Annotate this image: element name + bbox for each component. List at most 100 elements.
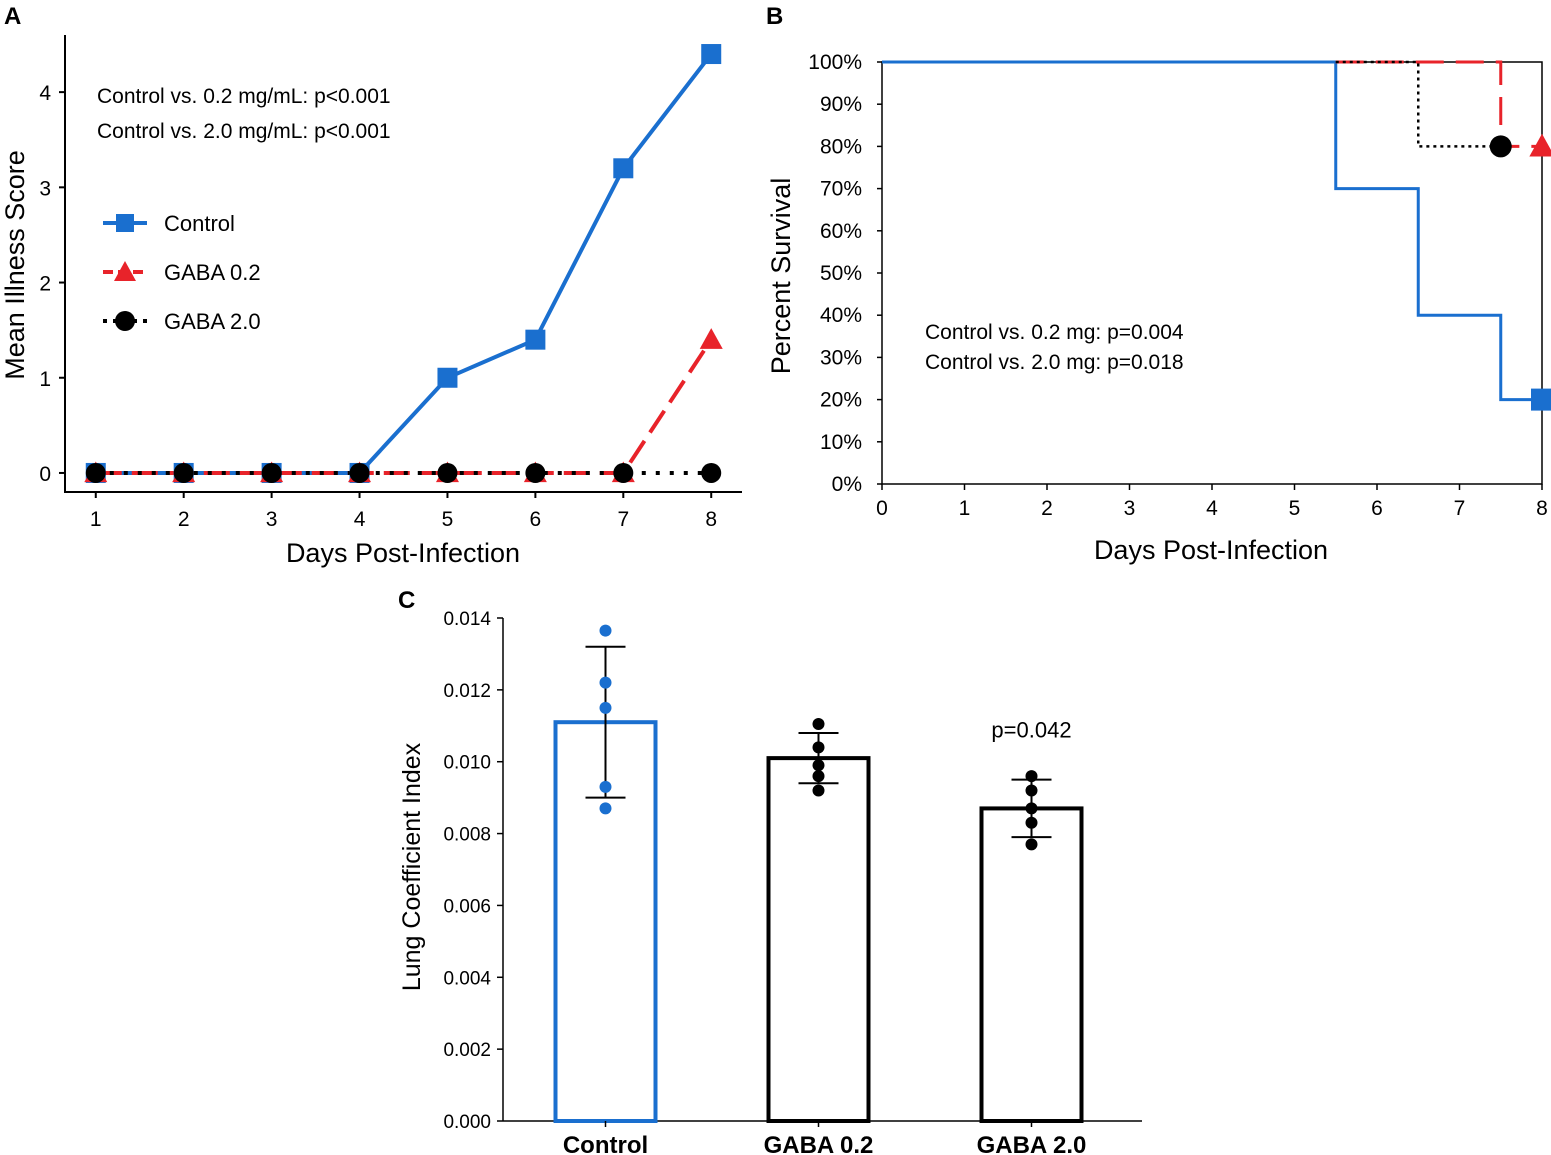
panel-a-x-tick-label: 2: [178, 508, 190, 531]
panel-a-point-control: [701, 44, 722, 65]
panel-b-plot-frame: [881, 61, 1543, 485]
panel-a-x-tick-label: 3: [266, 508, 278, 531]
panel-b-y-tick-label: 100%: [808, 51, 862, 74]
panel-c-bar-gaba-0-2: [766, 756, 871, 1123]
panel-c-p-value-annotation: p=0.042: [991, 718, 1071, 743]
panel-b-annotation-1: Control vs. 0.2 mg: p=0.004: [925, 321, 1184, 344]
panel-b-x-tick-label: 1: [959, 497, 971, 520]
panel-b-x-tick-label: 3: [1124, 497, 1136, 520]
panel-c-y-axis-title: Lung Coefficient Index: [398, 742, 426, 991]
legend-gaba20-label: GABA 2.0: [164, 309, 261, 334]
panel-b-x-tick-label: 8: [1536, 497, 1548, 520]
panel-a-x-axis-title: Days Post-Infection: [286, 538, 520, 568]
panel-a-point-gaba-0-2: [699, 328, 723, 349]
panel-c-data-point-control: [599, 780, 612, 793]
panel-c-data-point-gaba-2-0: [1025, 816, 1038, 829]
legend-control-label: Control: [164, 211, 235, 236]
legend-control-marker: [116, 214, 134, 232]
panel-c-data-point-gaba-2-0: [1025, 770, 1038, 783]
panel-a-y-tick-label: 3: [39, 177, 51, 200]
panel-b-y-tick-label: 10%: [820, 431, 862, 454]
panel-b-y-tick-label: 30%: [820, 346, 862, 369]
panel-b-y-tick-label: 0%: [832, 473, 862, 496]
panel-b-annotation-2: Control vs. 2.0 mg: p=0.018: [925, 351, 1184, 374]
panel-c-data-point-gaba-0-2: [812, 717, 825, 730]
panel-b-survival-chart: 0% 10% 20% 30% 40% 50% 60% 70% 80% 90% 100% 0 1 2 3 4 5…: [766, 51, 1551, 565]
panel-c-category-label-gaba-2-0: GABA 2.0: [977, 1132, 1087, 1155]
panel-b-series-line-control: [882, 60, 1542, 402]
panel-b-end-marker-gaba-2-0: [1489, 135, 1512, 158]
panel-a-point-gaba-2-0: [261, 462, 282, 483]
panel-b-y-tick-label: 70%: [820, 178, 862, 201]
panel-c-y-tick-label: 0.000: [443, 1112, 491, 1133]
panel-a-series-line-gaba-0-2: [95, 338, 713, 475]
panel-a-point-control: [613, 158, 634, 179]
legend-gaba20-marker: [115, 311, 135, 331]
legend-gaba02-marker: [114, 261, 136, 281]
panel-a-y-tick-label: 2: [39, 273, 51, 296]
panel-c-y-tick-label: 0.004: [443, 968, 491, 989]
panel-c-data-point-control: [599, 701, 612, 714]
panel-a-y-tick-label: 4: [39, 82, 51, 105]
panel-a-point-gaba-2-0: [349, 462, 370, 483]
panel-a-y-tick-label: 0: [39, 463, 51, 486]
panel-b-x-tick-label: 7: [1454, 497, 1466, 520]
panel-a-series-line-control: [95, 52, 713, 475]
panel-c-data-point-gaba-2-0: [1025, 838, 1038, 851]
panel-c-data-point-control: [599, 802, 612, 815]
panel-b-y-tick-label: 60%: [820, 220, 862, 243]
panel-a-y-axis-title: Mean Illness Score: [0, 150, 30, 380]
panel-a-letter: A: [4, 3, 21, 30]
panel-b-x-tick-label: 5: [1289, 497, 1301, 520]
panel-a-x-tick-label: 6: [530, 508, 542, 531]
panel-c-y-tick-label: 0.002: [443, 1040, 491, 1061]
panel-b-y-tick-label: 50%: [820, 262, 862, 285]
panel-b-x-tick-label: 4: [1206, 497, 1218, 520]
panel-a-point-control: [437, 367, 458, 388]
panel-a-point-gaba-2-0: [437, 462, 458, 483]
panel-b-end-marker-control: [1531, 388, 1551, 411]
panel-c-bar-gaba-2-0: [979, 806, 1084, 1124]
panel-b-x-tick-label: 2: [1041, 497, 1053, 520]
panel-c-category-label-control: Control: [563, 1132, 648, 1155]
panel-a-line-chart: 0 1 2 3 4 1 2 3 4 5 6 7 8 Days Post-Infection Mean …: [0, 35, 742, 568]
panel-b-y-tick-label: 20%: [820, 389, 862, 412]
panel-c-data-point-gaba-0-2: [812, 784, 825, 797]
panel-a-point-gaba-2-0: [613, 462, 634, 483]
panel-b-series-line-gaba-2-0: [1335, 60, 1501, 148]
panel-c-y-tick-label: 0.008: [443, 825, 491, 846]
panel-b-y-tick-label: 40%: [820, 304, 862, 327]
panel-a-x-tick-label: 1: [90, 508, 102, 531]
panel-c-y-tick-label: 0.010: [443, 753, 491, 774]
panel-c-category-label-gaba-0-2: GABA 0.2: [764, 1132, 874, 1155]
panel-b-y-tick-label: 90%: [820, 93, 862, 116]
panel-a-y-tick-label: 1: [39, 368, 51, 391]
panel-a-point-gaba-2-0: [525, 462, 546, 483]
panel-c-data-point-gaba-0-2: [812, 770, 825, 783]
panel-a-point-gaba-2-0: [85, 462, 106, 483]
panel-c-y-tick-label: 0.012: [443, 681, 491, 702]
panel-a-x-tick-label: 7: [617, 508, 629, 531]
panel-a-point-gaba-2-0: [173, 462, 194, 483]
panel-c-y-tick-label: 0.006: [443, 896, 491, 917]
panel-a-point-control: [525, 329, 546, 350]
panel-c-y-tick-label: 0.014: [443, 609, 491, 630]
panel-a-x-tick-label: 8: [705, 508, 717, 531]
panel-b-x-tick-label: 0: [876, 497, 888, 520]
panel-c-data-point-gaba-2-0: [1025, 802, 1038, 815]
panel-b-y-axis-title: Percent Survival: [766, 178, 796, 375]
panel-b-letter: B: [766, 3, 783, 30]
panel-c-data-point-control: [599, 676, 612, 689]
panel-a-annotation-2: Control vs. 2.0 mg/mL: p<0.001: [97, 120, 391, 143]
panel-a-x-tick-label: 5: [442, 508, 454, 531]
panel-b-x-axis-title: Days Post-Infection: [1094, 535, 1328, 565]
panel-b-end-marker-gaba-0-2: [1529, 133, 1551, 157]
panel-b-x-tick-label: 6: [1371, 497, 1383, 520]
panel-b-y-tick-label: 80%: [820, 135, 862, 158]
legend-gaba02-label: GABA 0.2: [164, 260, 261, 285]
panel-c-letter: C: [398, 587, 415, 614]
panel-a-point-gaba-2-0: [701, 462, 722, 483]
panel-c-bar-chart: 0.000 0.002 0.004 0.006 0.008 0.010 0.012 0.014…: [398, 609, 1142, 1155]
panel-a-legend: Control GABA 0.2 GABA 2.0: [103, 211, 261, 334]
